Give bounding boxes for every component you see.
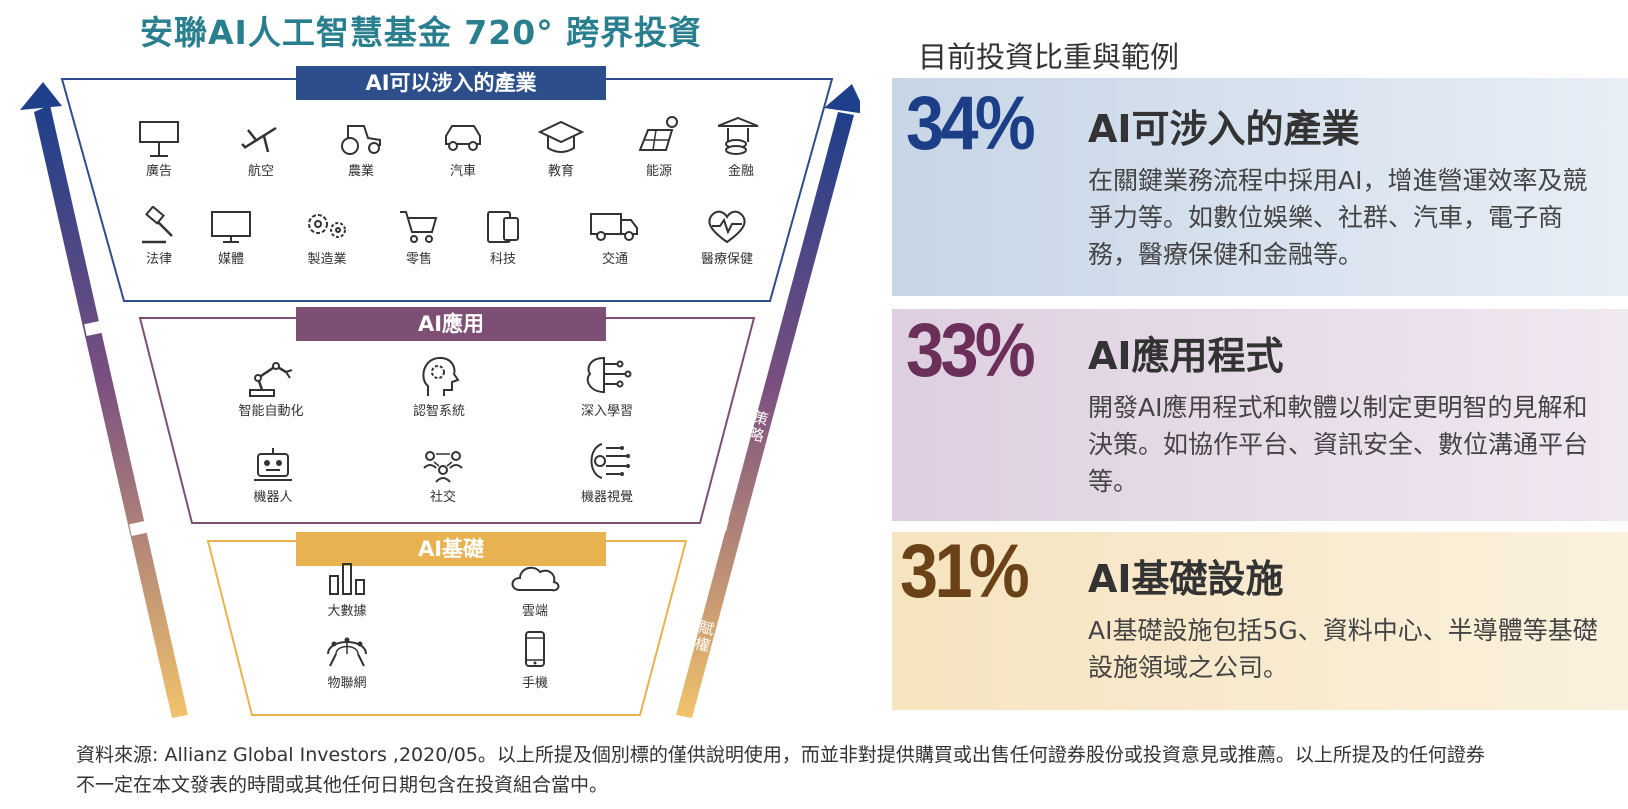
- allocation-heading: AI基礎設施: [1088, 557, 1284, 601]
- gears-icon: [308, 214, 346, 238]
- application-automation: 智能自動化: [216, 358, 326, 419]
- truck-icon: [590, 213, 638, 241]
- graduation-cap-icon: [538, 120, 584, 153]
- solar-panel-icon: [638, 116, 678, 151]
- monitor-icon: [211, 211, 251, 243]
- industry-automotive: 汽車: [408, 118, 518, 179]
- allocation-percentage: 34%: [906, 81, 1036, 166]
- industry-transport: 交通: [560, 206, 670, 267]
- smartphone-icon: [525, 631, 545, 667]
- allocation-panel-industry: 34% AI可涉入的產業 在關鍵業務流程中採用AI，增進營運效率及競爭力等。如數…: [892, 78, 1628, 296]
- layer-outline-industry: [60, 78, 834, 302]
- industry-healthcare: 醫療保健: [672, 206, 782, 267]
- main-title: 安聯AI人工智慧基金 720° 跨界投資: [140, 13, 703, 52]
- eye-circuit-icon: [590, 443, 630, 479]
- allocation-percentage: 33%: [906, 308, 1036, 393]
- industry-advertising: 廣告: [104, 118, 214, 179]
- layer-label-infrastructure: AI基礎: [296, 532, 606, 566]
- icon-label: 深入學習: [580, 404, 633, 419]
- icon-label: 製造業: [307, 252, 347, 267]
- icon-label: 手機: [521, 676, 548, 691]
- car-icon: [445, 125, 481, 151]
- infrastructure-cloud: 雲端: [480, 560, 590, 619]
- allocation-panel-application: 33% AI應用程式 開發AI應用程式和軟體以制定更明智的見解和決策。如協作平台…: [892, 308, 1628, 521]
- robot-arm-icon: [249, 362, 293, 397]
- people-network-icon: [423, 451, 463, 483]
- industry-media: 媒體: [176, 206, 286, 267]
- tractor-icon: [341, 125, 381, 155]
- application-machine-vision: 機器視覺: [552, 440, 662, 505]
- industry-energy: 能源: [604, 114, 714, 179]
- icon-label: 大數據: [327, 604, 367, 619]
- industry-retail: 零售: [364, 206, 474, 267]
- infrastructure-iot: 物聯網: [292, 630, 402, 691]
- icon-label: 能源: [645, 164, 672, 179]
- application-deep-learning: 深入學習: [552, 354, 662, 419]
- icon-label: 物聯網: [327, 676, 367, 691]
- allocation-description: 開發AI應用程式和軟體以制定更明智的見解和決策。如協作平台、資訊安全、數位溝通平…: [1088, 393, 1589, 496]
- icon-label: 金融: [727, 164, 754, 179]
- application-robotics: 機器人: [218, 444, 328, 505]
- icon-label: 機器視覺: [580, 490, 633, 505]
- layer-label-application: AI應用: [296, 307, 606, 341]
- devices-icon: [487, 211, 519, 243]
- allocation-title: 目前投資比重與範例: [918, 40, 1180, 74]
- allocation-description: AI基礎設施包括5G、資料中心、半導體等基礎設施領域之公司。: [1088, 616, 1598, 682]
- icon-label: 法律: [145, 252, 172, 267]
- bar-chart-icon: [329, 563, 365, 595]
- icon-label: 農業: [347, 164, 374, 179]
- heart-pulse-icon: [708, 210, 746, 244]
- robot-icon: [254, 448, 292, 481]
- icon-label: 機器人: [253, 490, 293, 505]
- icon-label: 廣告: [145, 164, 172, 179]
- right-arrow: [676, 84, 860, 718]
- allocation-panel-infrastructure: 31% AI基礎設施 AI基礎設施包括5G、資料中心、半導體等基礎設施領域之公司…: [892, 529, 1628, 710]
- industry-education: 教育: [506, 118, 616, 179]
- icon-label: 航空: [247, 164, 274, 179]
- icon-label: 汽車: [449, 164, 476, 179]
- shopping-cart-icon: [400, 211, 438, 243]
- layer-label-industry: AI可以涉入的產業: [296, 66, 606, 100]
- icon-label: 社交: [429, 490, 456, 505]
- icon-label: 教育: [547, 164, 574, 179]
- icon-label: 雲端: [521, 604, 548, 619]
- industry-law: 法律: [104, 206, 214, 267]
- head-gear-icon: [422, 356, 460, 396]
- cloud-icon: [511, 566, 560, 592]
- source-footnote: 資料來源: Allianz Global Investors ,2020/05。…: [76, 744, 1485, 796]
- bank-coins-icon: [718, 116, 759, 155]
- billboard-icon: [139, 121, 179, 157]
- layer-outline-infrastructure: [206, 540, 688, 716]
- airplane-icon: [241, 126, 277, 153]
- infrastructure-mobile: 手機: [480, 630, 590, 691]
- icon-label: 交通: [601, 252, 628, 267]
- icon-label: 智能自動化: [238, 404, 304, 419]
- brain-circuit-icon: [586, 356, 632, 394]
- allocation-heading: AI可涉入的產業: [1088, 107, 1360, 151]
- industry-manufacturing: 製造業: [272, 206, 382, 267]
- allocation-percentage: 31%: [900, 529, 1030, 614]
- icon-label: 零售: [405, 252, 432, 267]
- icon-label: 科技: [489, 252, 516, 267]
- industry-aviation: 航空: [206, 118, 316, 179]
- gavel-icon: [142, 206, 173, 244]
- icon-label: 媒體: [217, 252, 244, 267]
- industry-finance: 金融: [686, 114, 796, 179]
- infrastructure-big-data: 大數據: [292, 560, 402, 619]
- application-social: 社交: [388, 444, 498, 505]
- allocation-heading: AI應用程式: [1088, 334, 1284, 378]
- industry-agriculture: 農業: [306, 118, 416, 179]
- funnel-diagram: [20, 78, 860, 718]
- industry-technology: 科技: [448, 206, 558, 267]
- iot-globe-icon: [327, 637, 367, 667]
- application-cognitive: 認智系統: [384, 354, 494, 419]
- icon-label: 醫療保健: [700, 252, 753, 267]
- allocation-description: 在關鍵業務流程中採用AI，增進營運效率及競爭力等。如數位娛樂、社群、汽車，電子商…: [1088, 166, 1588, 269]
- left-arrow: [20, 82, 188, 718]
- icon-label: 認智系統: [412, 404, 465, 419]
